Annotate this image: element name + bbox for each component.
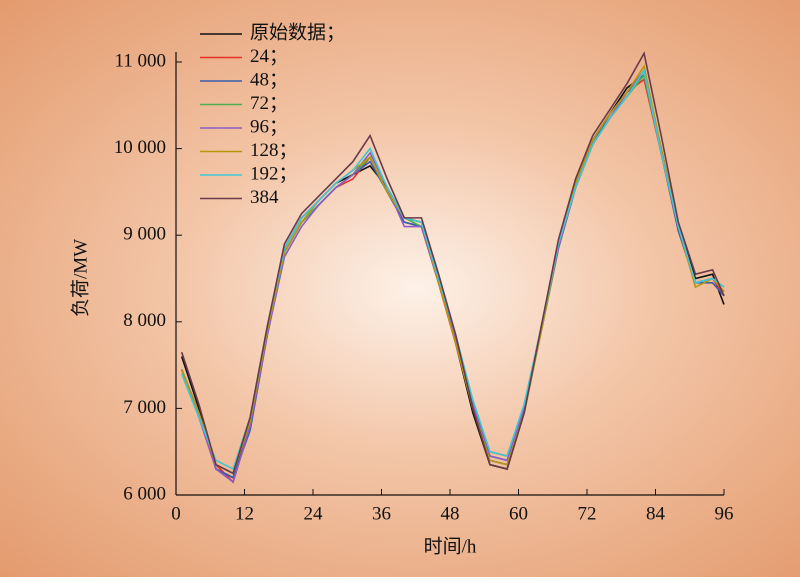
- x-tick-label: 96: [715, 503, 734, 524]
- legend-label: 128；: [250, 140, 298, 161]
- x-tick-label: 60: [509, 503, 528, 524]
- x-tick-label: 12: [235, 503, 254, 524]
- x-tick-label: 84: [646, 503, 666, 524]
- y-tick-label: 9 000: [123, 224, 166, 245]
- x-tick-label: 48: [441, 503, 460, 524]
- x-tick-label: 36: [372, 503, 391, 524]
- legend-label: 72；: [250, 93, 288, 114]
- x-axis-label: 时间/h: [424, 535, 477, 557]
- legend-label: 24；: [250, 46, 288, 67]
- y-tick-label: 10 000: [114, 137, 166, 158]
- y-tick-label: 6 000: [123, 483, 166, 504]
- legend-label: 48；: [250, 69, 288, 90]
- x-tick-label: 24: [304, 503, 324, 524]
- series-line: [180, 64, 725, 475]
- legend-label: 原始数据；: [250, 21, 345, 43]
- x-tick-label: 72: [578, 503, 597, 524]
- x-tick-label: 0: [171, 503, 181, 524]
- y-tick-label: 8 000: [123, 310, 166, 331]
- y-tick-label: 11 000: [114, 50, 166, 71]
- series-line: [180, 51, 725, 475]
- legend-label: 96；: [250, 116, 288, 137]
- y-tick-label: 7 000: [123, 397, 166, 418]
- y-axis-label: 负荷/MW: [69, 239, 91, 317]
- legend-label: 384: [250, 187, 279, 208]
- legend-label: 192；: [250, 163, 298, 184]
